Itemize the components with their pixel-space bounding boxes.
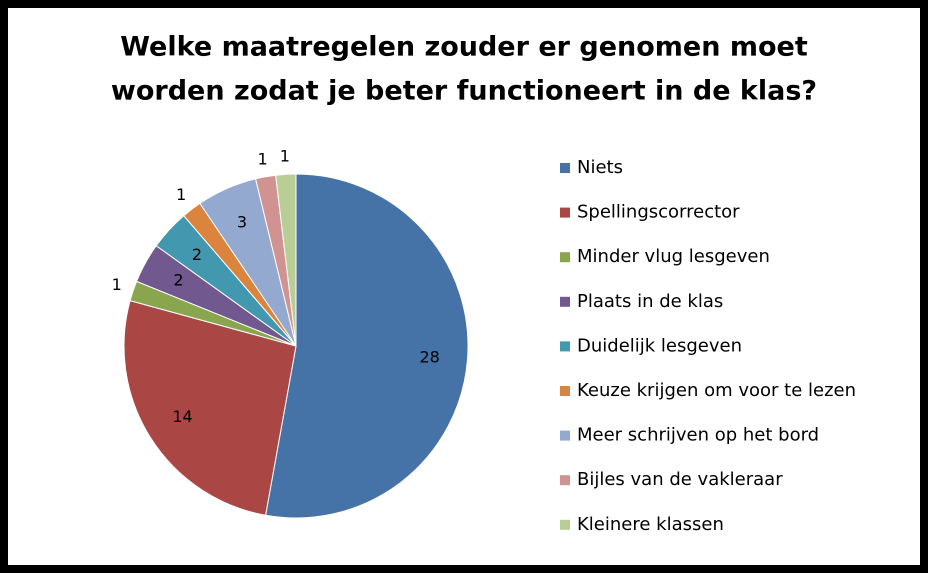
pie-slice bbox=[123, 300, 297, 516]
legend-label: Spellingscorrector bbox=[577, 202, 740, 223]
legend-swatch bbox=[560, 475, 570, 486]
pie-slice bbox=[275, 173, 297, 347]
legend-swatch bbox=[560, 341, 570, 352]
data-label: 28 bbox=[419, 347, 439, 366]
data-label: 2 bbox=[192, 245, 202, 264]
legend-swatch bbox=[560, 163, 570, 173]
legend-label: Kleinere klassen bbox=[577, 514, 724, 535]
data-label: 3 bbox=[237, 213, 247, 232]
data-label: 1 bbox=[112, 275, 122, 294]
data-label: 1 bbox=[176, 185, 186, 204]
data-label: 2 bbox=[173, 271, 183, 290]
legend-label: Duidelijk lesgeven bbox=[577, 335, 742, 356]
data-label: 1 bbox=[280, 147, 290, 166]
legend-label: Bijles van de vakleraar bbox=[577, 469, 783, 490]
data-label: 14 bbox=[172, 407, 192, 426]
legend-label: Plaats in de klas bbox=[577, 291, 723, 312]
legend-swatch bbox=[560, 519, 570, 530]
legend-label: Meer schrijven op het bord bbox=[577, 425, 819, 446]
legend-label: Minder vlug lesgeven bbox=[577, 246, 770, 267]
legend-label: Keuze krijgen om voor te lezen bbox=[577, 380, 856, 401]
legend-label: Niets bbox=[577, 157, 623, 178]
chart-title: Welke maatregelen zouder er genomen moet bbox=[120, 32, 808, 63]
legend-swatch bbox=[560, 430, 570, 441]
legend-swatch bbox=[560, 252, 570, 263]
pie-slice bbox=[264, 173, 469, 519]
chart-title: worden zodat je beter functioneert in de… bbox=[111, 76, 817, 107]
legend-swatch bbox=[560, 296, 570, 307]
legend-swatch bbox=[560, 386, 570, 396]
data-label: 1 bbox=[257, 149, 267, 168]
legend-swatch bbox=[560, 207, 570, 218]
